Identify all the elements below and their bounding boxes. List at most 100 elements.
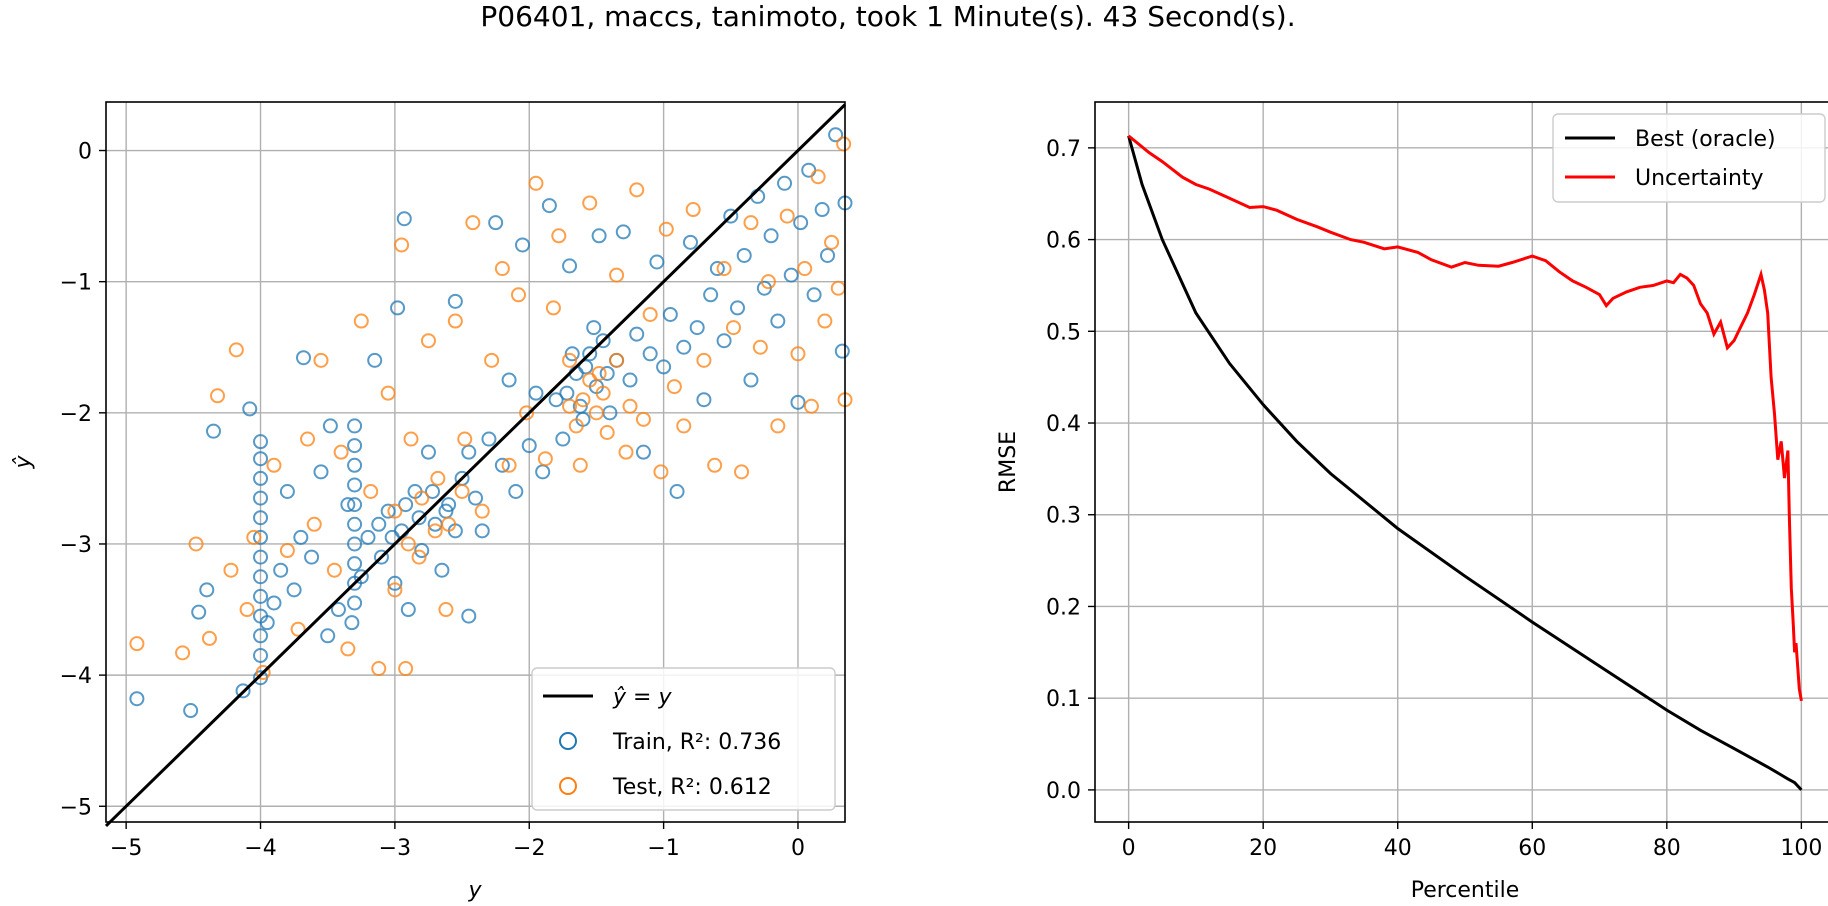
train-point (371, 516, 387, 532)
train-point (703, 287, 719, 303)
uncertainty-line (1127, 134, 1803, 702)
train-point (622, 372, 638, 388)
test-point (622, 398, 638, 414)
train-point (615, 224, 631, 240)
test-point (629, 182, 645, 198)
train-point (273, 562, 289, 578)
train-point (373, 549, 389, 565)
train-point (834, 343, 850, 359)
rmse-x-ticks: 0 20 40 60 80 100 (1122, 822, 1822, 861)
train-point (304, 549, 320, 565)
scatter-y-tick-label: −1 (60, 271, 92, 296)
scatter-axes-frame (105, 101, 846, 823)
train-point (548, 392, 564, 408)
test-point (824, 234, 840, 250)
train-point (806, 287, 822, 303)
train-point (390, 300, 406, 316)
train-point (682, 234, 698, 250)
rmse-y-label: RMSE (996, 431, 1021, 493)
scatter-panel: −5 −4 −3 −2 −1 0 −5 −4 −3 −2 −1 0 y ŷ ŷ = y Train,… (11, 101, 853, 903)
rmse-x-tick-label: 0 (1122, 836, 1136, 861)
train-point (629, 326, 645, 342)
train-point (555, 431, 571, 447)
rmse-x-tick-label: 60 (1518, 836, 1546, 861)
scatter-y-tick-label: 0 (78, 140, 92, 165)
rmse-y-tick-label: 0.3 (1046, 504, 1081, 529)
train-point (441, 497, 457, 513)
train-point (400, 602, 416, 618)
test-point (129, 636, 145, 652)
rmse-y-tick-label: 0.5 (1046, 320, 1081, 345)
scatter-x-tick-label: −2 (513, 836, 545, 861)
test-point (545, 300, 561, 316)
test-point (528, 175, 544, 191)
test-point (685, 202, 701, 218)
rmse-panel: 0 20 40 60 80 100 0.0 0.1 0.2 0.3 0.4 0.5 0.6 0.7 Pe… (996, 101, 1828, 903)
train-point (521, 438, 537, 454)
train-point (293, 529, 309, 545)
train-point (253, 647, 269, 663)
train-point (347, 438, 363, 454)
test-point (430, 470, 446, 486)
test-point (306, 516, 322, 532)
test-point (210, 388, 226, 404)
train-point (384, 529, 400, 545)
train-point (253, 588, 269, 604)
test-point (228, 342, 244, 358)
rmse-grid (1095, 102, 1828, 822)
test-point (279, 543, 295, 559)
test-point (551, 228, 567, 244)
test-point (387, 503, 403, 519)
test-point (810, 169, 826, 185)
test-point (830, 280, 846, 296)
train-point (279, 484, 295, 500)
legend-train-marker (559, 732, 577, 750)
test-point (398, 661, 414, 677)
train-point (235, 683, 251, 699)
rmse-y-tick-label: 0.1 (1046, 687, 1081, 712)
test-point (411, 549, 427, 565)
test-point (658, 221, 674, 237)
train-point (591, 228, 607, 244)
train-point (259, 615, 275, 631)
figure-title: P06401, maccs, tanimoto, took 1 Minute(s… (480, 0, 1295, 33)
train-point (716, 333, 732, 349)
test-point (803, 398, 819, 414)
train-point (599, 365, 615, 381)
rmse-y-ticks: 0.0 0.1 0.2 0.3 0.4 0.5 0.6 0.7 (1046, 137, 1095, 804)
scatter-legend: ŷ = y Train, R²: 0.736 Test, R²: 0.612 (531, 667, 836, 811)
train-point (635, 444, 651, 460)
rmse-y-tick-label: 0.4 (1046, 412, 1081, 437)
test-point (363, 484, 379, 500)
train-point (347, 418, 363, 434)
test-point (734, 464, 750, 480)
train-point (296, 350, 312, 366)
test-point (582, 372, 598, 388)
legend-test-label: Test, R²: 0.612 (612, 775, 772, 800)
train-point (730, 300, 746, 316)
test-point (716, 261, 732, 277)
rmse-axes-frame (1094, 101, 1828, 823)
train-point (559, 385, 575, 401)
test-point (447, 313, 463, 329)
train-point (320, 628, 336, 644)
test-point (465, 215, 481, 231)
train-point (586, 320, 602, 336)
legend-train-label: Train, R²: 0.736 (612, 730, 781, 755)
rmse-legend-box (1552, 113, 1826, 203)
test-point (340, 641, 356, 657)
rmse-x-tick-label: 100 (1780, 836, 1822, 861)
train-point (253, 569, 269, 585)
legend-uncertainty-label: Uncertainty (1635, 166, 1764, 191)
rmse-y-tick-label: 0.6 (1046, 229, 1081, 254)
train-point (253, 549, 269, 565)
rmse-y-tick-label: 0.7 (1046, 137, 1081, 162)
test-point (239, 602, 255, 618)
test-point (474, 503, 490, 519)
test-point (642, 306, 658, 322)
test-point (595, 385, 611, 401)
test-point (770, 418, 786, 434)
train-point (736, 247, 752, 263)
train-point (253, 490, 269, 506)
train-point (205, 423, 221, 439)
